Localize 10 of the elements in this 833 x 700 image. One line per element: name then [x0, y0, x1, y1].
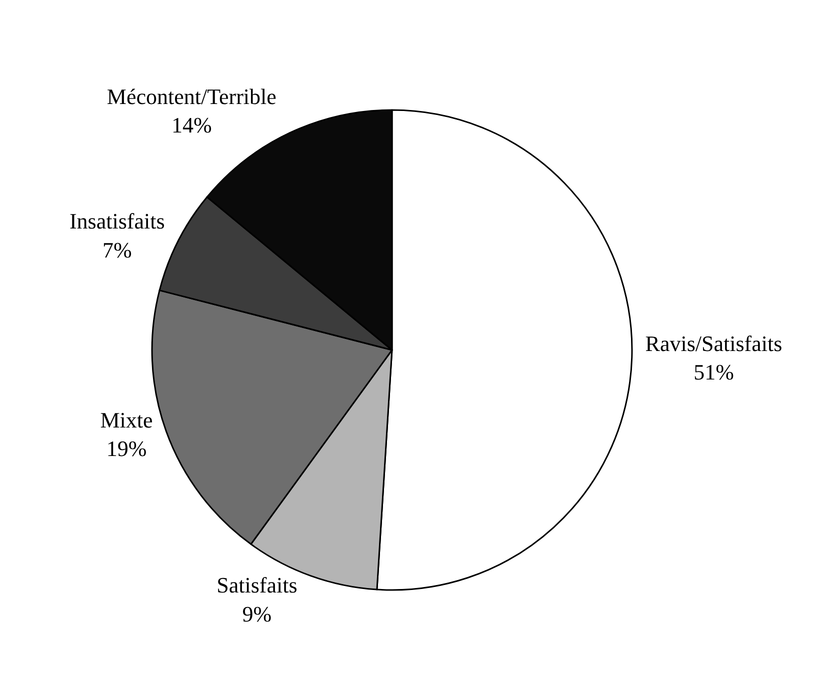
- data-label: 51%: [694, 359, 734, 384]
- data-label: 19%: [106, 436, 147, 462]
- slice-label: Insatisfaits: [69, 208, 165, 234]
- slice-label: Mixte: [100, 408, 153, 433]
- data-label: 7%: [102, 237, 132, 262]
- data-label: 14%: [171, 112, 212, 138]
- slice-label: Mécontent/Terrible: [106, 84, 276, 110]
- slice-label: Ravis/Satisfaits: [645, 330, 782, 356]
- data-label: 9%: [242, 601, 272, 626]
- slice-label: Satisfaits: [216, 572, 298, 598]
